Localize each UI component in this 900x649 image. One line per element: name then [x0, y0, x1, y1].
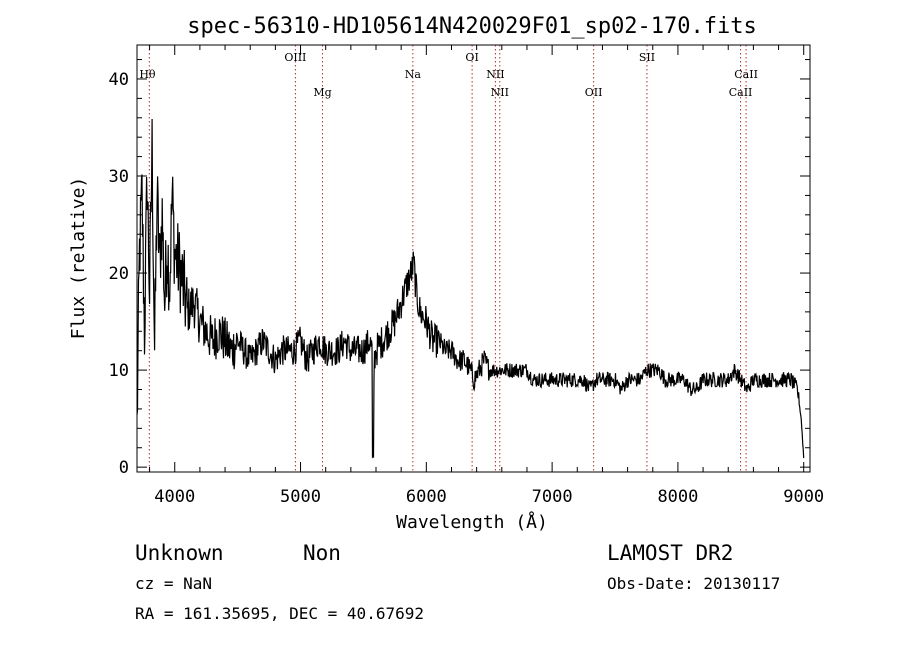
line-marker-label: CaII: [729, 86, 753, 99]
line-marker-label: Na: [405, 68, 422, 81]
y-tick-label: 10: [109, 361, 129, 381]
y-tick-label: 20: [109, 264, 129, 284]
chart-title: spec-56310-HD105614N420029F01_sp02-170.f…: [187, 14, 757, 39]
y-tick-label: 30: [109, 167, 129, 187]
y-tick-label: 40: [109, 70, 129, 90]
x-tick-label: 5000: [280, 487, 321, 507]
line-marker-label: SII: [639, 51, 655, 64]
observation-date: Obs-Date: 20130117: [607, 574, 780, 593]
line-marker-label: OI: [465, 51, 478, 64]
line-marker-label: NII: [486, 68, 504, 81]
redshift-readout: cz = NaN: [135, 574, 212, 593]
spectral-line-markers: [148, 45, 747, 472]
survey-name: LAMOST DR2: [607, 541, 733, 565]
y-axis-ticks: 0 10 20 30 40: [109, 59, 810, 478]
line-marker-label: Mg: [313, 86, 331, 99]
line-marker-label: Hθ: [139, 68, 156, 81]
x-tick-label: 9000: [783, 487, 824, 507]
line-marker-label: OIII: [284, 51, 306, 64]
x-tick-label: 8000: [657, 487, 698, 507]
spectrum-line: [136, 118, 805, 459]
line-marker-label: OII: [585, 86, 603, 99]
x-axis-ticks: 4000 5000 6000 7000 8000 9000: [149, 45, 824, 507]
spectral-subclass: Non: [303, 541, 341, 565]
line-marker-label: CaII: [734, 68, 758, 81]
spectral-line-labels: Hθ OIII Mg Na OI NII NII OII SII CaII CaII: [139, 51, 758, 99]
line-marker-label: NII: [491, 86, 509, 99]
x-tick-label: 6000: [406, 487, 447, 507]
x-tick-label: 7000: [532, 487, 573, 507]
coordinates-readout: RA = 161.35695, DEC = 40.67692: [135, 604, 424, 623]
y-axis-label: Flux (relative): [68, 177, 89, 340]
y-tick-label: 0: [119, 458, 129, 478]
plot-frame: [136, 44, 811, 473]
x-axis-label: Wavelength (Å): [396, 511, 548, 533]
spectral-class: Unknown: [135, 541, 224, 565]
x-tick-label: 4000: [154, 487, 195, 507]
